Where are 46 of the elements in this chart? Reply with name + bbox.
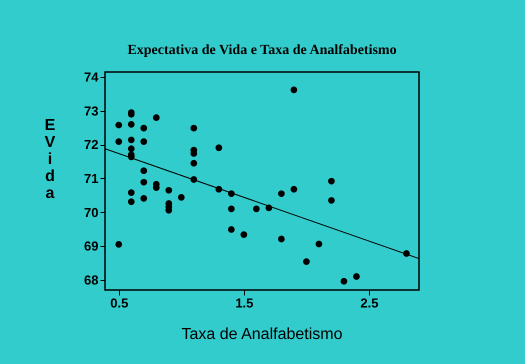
point [290,186,298,193]
point [328,197,335,204]
point [128,136,135,144]
x-tick-label: 2.5 [360,296,378,310]
point [253,206,260,212]
point [140,178,148,186]
x-axis-title: Taxa de Analfabetismo [182,326,343,343]
point [128,189,135,196]
point [303,258,310,265]
point [140,138,148,145]
point [152,114,160,121]
point [240,231,248,238]
point [190,160,198,167]
point [190,124,198,132]
point [228,226,235,233]
point [353,273,360,280]
x-tick-label: 0.5 [110,296,128,310]
point [290,86,298,94]
y-tick-label: 74 [84,70,100,85]
point [140,124,148,132]
point [115,122,122,128]
y-tick-label: 72 [84,137,98,152]
point [316,240,322,248]
point [340,278,348,285]
point [278,190,285,198]
point [165,186,172,194]
point [228,206,235,212]
point [128,198,135,206]
point [278,236,285,242]
point [115,241,122,248]
y-tick-label: 69 [84,238,98,254]
point [140,195,148,202]
y-tick-label: 73 [84,103,98,118]
point [140,167,148,174]
y-tick-label: 71 [84,170,98,186]
y-tick-label: 70 [84,204,98,220]
y-axis-title: E Vida [44,117,56,202]
y-tick-label: 68 [84,272,98,288]
point [128,121,135,128]
point [128,145,135,152]
point [215,144,222,152]
point [115,138,122,145]
chart-title: Expectativa de Vida e Taxa de Analfabetismo [127,43,397,58]
x-tick-label: 1.5 [235,296,254,310]
point [178,194,185,201]
point [328,178,335,185]
